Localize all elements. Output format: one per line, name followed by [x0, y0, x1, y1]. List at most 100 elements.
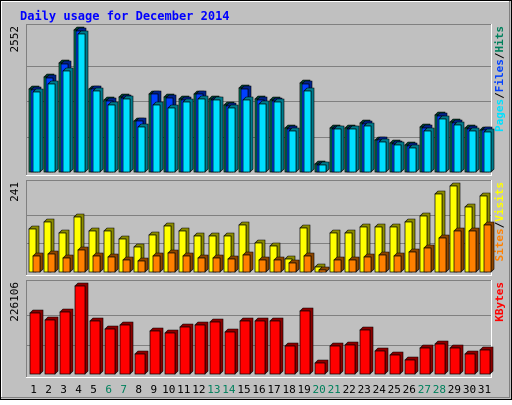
x-tick-label-day-7: 7	[120, 383, 127, 396]
bar-pages-day-4	[77, 30, 89, 173]
bar-sites-day-31	[483, 221, 495, 273]
bar-face	[47, 83, 56, 173]
bar-pages-day-15	[242, 96, 254, 173]
y-max-label: 241	[8, 182, 21, 202]
bar-kbytes-day-12	[194, 321, 209, 375]
bar-pages-day-31	[483, 128, 495, 173]
bar-face	[59, 311, 71, 375]
bar-face	[363, 256, 372, 273]
bar-face	[344, 344, 356, 375]
bar-sites-day-21	[333, 256, 345, 273]
bar-face	[273, 101, 282, 173]
bar-face	[43, 221, 52, 273]
bar-face	[479, 349, 491, 375]
legend-entry: Files	[493, 59, 506, 92]
bar-face	[333, 128, 342, 173]
x-tick-label-day-22: 22	[343, 383, 356, 396]
bar-face	[122, 259, 131, 273]
bar-face	[227, 258, 236, 273]
bar-face	[122, 98, 131, 173]
bar-face	[152, 255, 161, 273]
bar-pages-day-14	[227, 104, 239, 173]
bar-kbytes-day-26	[404, 356, 419, 375]
x-axis-labels: 1 2 3 4 5 6 7 8 9 10 11 12 13 14 15 16 17 18 19 20 21 22 23 24 2…	[30, 383, 491, 396]
x-tick-label-day-6: 6	[105, 383, 112, 396]
bar-face	[32, 91, 41, 173]
bar-face	[89, 320, 101, 375]
bar-face	[378, 141, 387, 173]
x-tick-label-day-11: 11	[177, 383, 190, 396]
bar-pages-day-2	[47, 80, 59, 173]
y-max-label: 2552	[8, 26, 21, 53]
bar-pages-day-27	[423, 127, 435, 173]
bar-face	[423, 130, 432, 173]
x-tick-label-day-18: 18	[282, 383, 295, 396]
x-tick-label-day-15: 15	[237, 383, 250, 396]
bar-kbytes-day-9	[149, 327, 164, 375]
bar-pages-day-29	[453, 121, 465, 173]
bar-sites-day-29	[453, 227, 465, 273]
bar-face	[434, 343, 446, 375]
bar-sites-day-8	[137, 257, 149, 273]
bar-face	[333, 259, 342, 273]
bar-face	[299, 227, 308, 273]
bar-face	[32, 255, 41, 273]
bar-face	[449, 347, 461, 375]
bar-face	[408, 251, 417, 273]
bar-face	[344, 232, 353, 273]
x-tick-label-day-2: 2	[45, 383, 52, 396]
bar-kbytes-day-1	[29, 309, 44, 375]
bar-pages-day-12	[197, 95, 209, 173]
bar-face	[62, 70, 71, 173]
bar-sites-day-19	[303, 252, 315, 273]
bar-sites-day-9	[152, 252, 164, 273]
x-tick-label-day-14: 14	[222, 383, 236, 396]
bar-kbytes-day-19	[299, 307, 314, 375]
bar-sites-day-22	[348, 256, 360, 273]
bar-pages-day-1	[32, 88, 44, 173]
legend-entry: Hits	[493, 26, 506, 53]
x-tick-label-day-3: 3	[60, 383, 67, 396]
bar-face	[28, 228, 37, 273]
legend-entry: /	[493, 92, 506, 99]
bar-pages-day-21	[333, 125, 345, 173]
bar-face	[273, 259, 282, 273]
bar-kbytes-day-10	[164, 329, 179, 375]
bar-face	[258, 259, 267, 273]
bar-pages-day-22	[348, 125, 360, 173]
bar-face	[224, 331, 236, 375]
bar-pages-day-16	[258, 100, 270, 173]
bar-face	[288, 262, 297, 273]
bar-pages-day-9	[152, 101, 164, 173]
bar-pages-day-6	[107, 101, 119, 173]
x-tick-label-day-30: 30	[463, 383, 476, 396]
chart-title: Daily usage for December 2014	[20, 9, 230, 23]
bar-kbytes-day-4	[74, 282, 89, 375]
bar-face	[438, 237, 447, 273]
bar-sites-day-23	[363, 253, 375, 273]
legend-visits-sites: Sites/Visits	[493, 182, 506, 262]
bar-face	[104, 328, 116, 375]
legend-entry: Visits	[493, 182, 506, 222]
x-tick-label-day-17: 17	[267, 383, 280, 396]
bar-sites-day-20	[318, 266, 330, 273]
bar-face	[137, 260, 146, 273]
bar-kbytes-day-8	[134, 350, 149, 375]
bar-face	[29, 312, 41, 375]
bar-face	[58, 232, 67, 273]
bar-face	[44, 319, 56, 375]
bar-face	[103, 230, 112, 273]
bar-kbytes-day-15	[239, 317, 254, 375]
bar-face	[212, 257, 221, 273]
legend-entry: Pages	[493, 99, 506, 132]
bar-face	[468, 230, 477, 273]
bar-kbytes-day-23	[359, 326, 374, 375]
bar-face	[254, 320, 266, 375]
bar-kbytes-day-7	[119, 321, 134, 375]
bar-face	[137, 126, 146, 173]
bar-pages-day-3	[62, 67, 74, 173]
bar-face	[393, 255, 402, 273]
bar-face	[329, 232, 338, 273]
legend-entry: /	[493, 52, 506, 59]
